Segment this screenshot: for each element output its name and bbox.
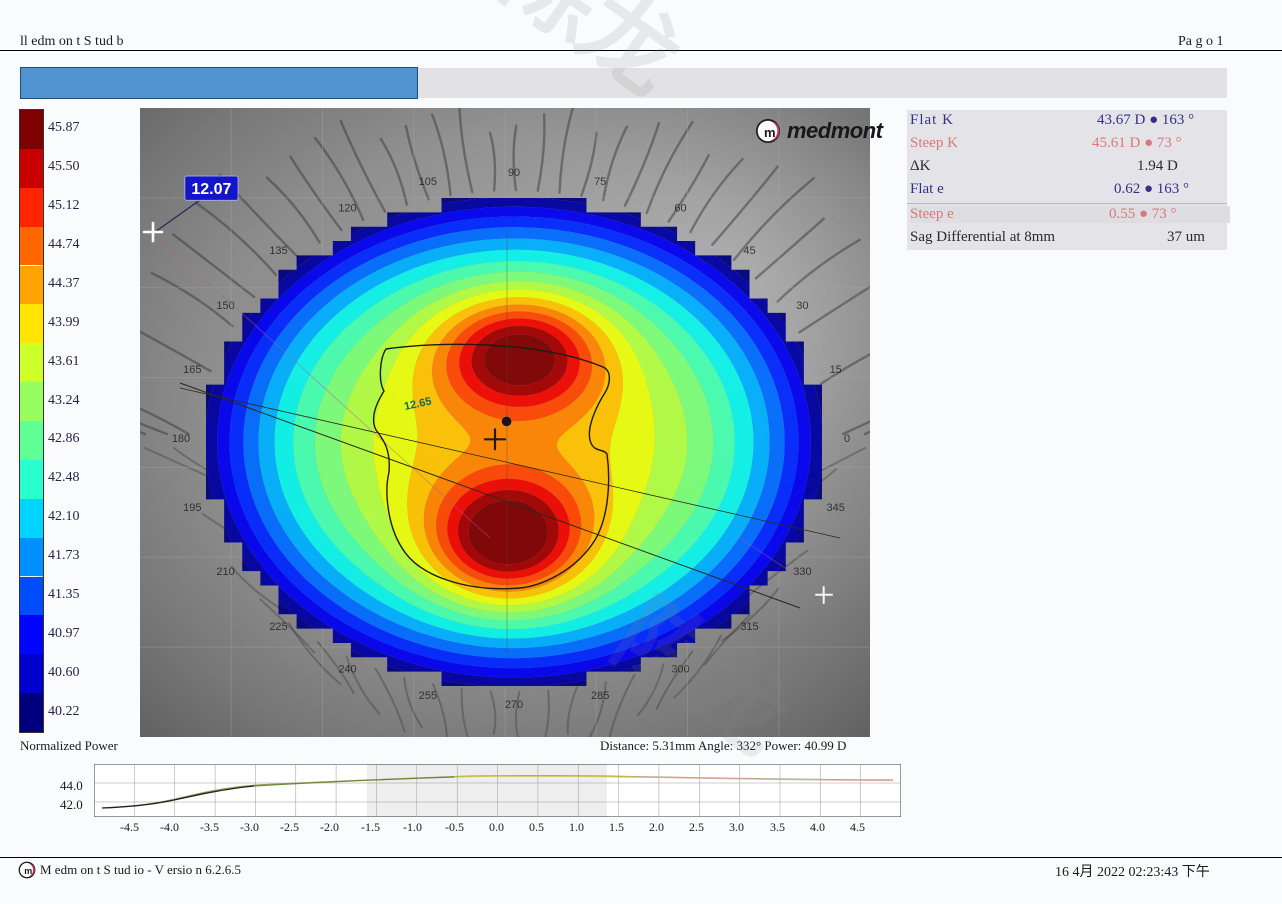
svg-text:105: 105 (419, 176, 437, 188)
svg-text:m: m (24, 866, 32, 876)
svg-text:medmont: medmont (787, 118, 885, 143)
svg-text:135: 135 (269, 245, 287, 257)
svg-text:45: 45 (743, 245, 755, 257)
svg-text:75: 75 (594, 176, 606, 188)
svg-text:330: 330 (793, 566, 811, 578)
svg-text:195: 195 (183, 502, 201, 514)
svg-text:m: m (764, 125, 776, 140)
svg-text:120: 120 (338, 203, 356, 215)
svg-text:165: 165 (183, 364, 201, 376)
svg-text:15: 15 (830, 364, 842, 376)
svg-text:255: 255 (419, 690, 437, 702)
svg-text:225: 225 (269, 621, 287, 633)
svg-text:345: 345 (827, 502, 845, 514)
svg-text:150: 150 (216, 300, 234, 312)
svg-text:180: 180 (172, 433, 190, 445)
svg-text:285: 285 (591, 690, 609, 702)
svg-text:60: 60 (674, 203, 686, 215)
svg-text:240: 240 (338, 663, 356, 675)
svg-text:315: 315 (740, 621, 758, 633)
svg-text:30: 30 (796, 300, 808, 312)
svg-text:0: 0 (844, 433, 850, 445)
svg-text:90: 90 (508, 167, 520, 179)
svg-text:270: 270 (505, 699, 523, 711)
svg-text:210: 210 (216, 566, 234, 578)
svg-text:300: 300 (671, 663, 689, 675)
